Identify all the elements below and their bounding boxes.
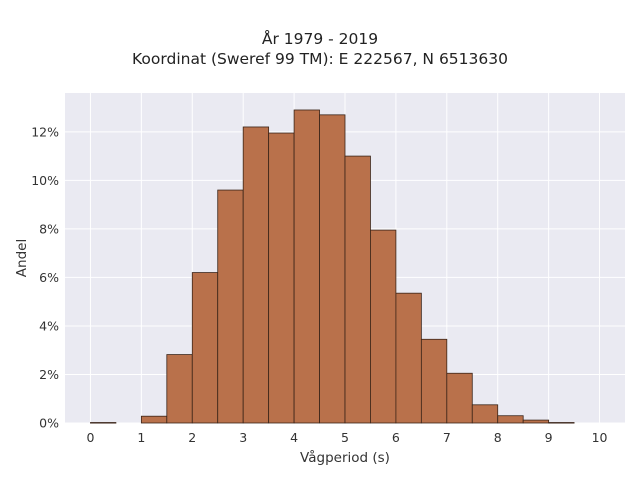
histogram-bar (344, 155, 371, 424)
y-tick-label: 2% (39, 367, 59, 382)
y-tick-label: 0% (39, 416, 59, 431)
x-tick-label: 3 (239, 430, 247, 445)
histogram-bar (166, 354, 193, 424)
y-tick-label: 4% (39, 318, 59, 333)
x-axis-label: Vågperiod (s) (300, 449, 390, 466)
y-axis-label: Andel (14, 239, 30, 277)
histogram-bar (217, 189, 244, 424)
histogram-bar (319, 114, 346, 424)
x-tick-label: 6 (392, 430, 400, 445)
x-tick-label: 1 (137, 430, 145, 445)
x-tick-label: 10 (592, 430, 608, 445)
x-tick-label: 8 (494, 430, 502, 445)
histogram-bar (395, 292, 422, 424)
chart-title-line-2: Koordinat (Sweref 99 TM): E 222567, N 65… (132, 50, 508, 68)
histogram-bar (446, 372, 473, 424)
chart-title-line-1: År 1979 - 2019 (261, 30, 379, 48)
histogram-bar (471, 404, 499, 424)
histogram-bar (140, 415, 168, 424)
histogram-bar (522, 419, 550, 424)
histogram-bar (420, 338, 448, 424)
histogram-bar (293, 109, 320, 424)
histogram-bar (242, 126, 270, 424)
histogram-bar (191, 272, 219, 424)
x-tick-label: 9 (545, 430, 553, 445)
x-tick-label: 4 (290, 430, 298, 445)
y-tick-label: 8% (39, 221, 59, 236)
histogram-bar (90, 422, 117, 424)
histogram-bar (268, 132, 295, 424)
histogram-bar (370, 229, 397, 424)
histogram-bar (548, 422, 575, 424)
x-tick-label: 0 (86, 430, 94, 445)
y-tick-label: 6% (39, 270, 59, 285)
y-tick-label: 12% (31, 124, 59, 139)
x-tick-label: 5 (341, 430, 349, 445)
x-tick-label: 2 (188, 430, 196, 445)
x-tick-label: 7 (443, 430, 451, 445)
y-tick-label: 10% (31, 173, 59, 188)
histogram-bar (497, 415, 524, 424)
